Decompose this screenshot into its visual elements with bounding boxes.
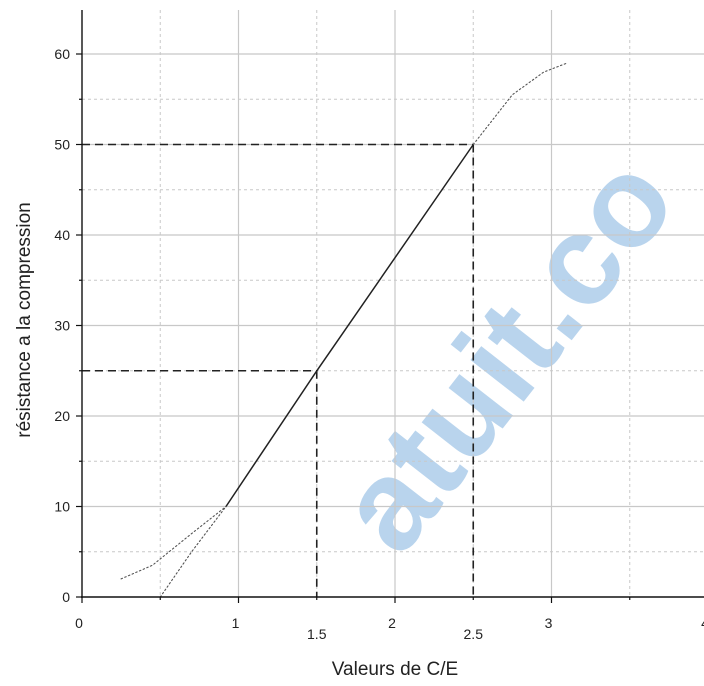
x-tick-label-reference: 2.5	[464, 626, 484, 642]
y-tick-label: 30	[54, 318, 70, 334]
x-tick-label: 4	[701, 615, 704, 631]
axes	[76, 10, 704, 603]
x-tick-label: 0	[75, 615, 83, 631]
series-line-3	[120, 505, 227, 580]
x-axis-title: Valeurs de C/E	[332, 659, 458, 680]
y-axis-title: résistance a la compression	[14, 202, 35, 438]
y-tick-label: 0	[62, 589, 70, 605]
series-line-4	[472, 62, 568, 146]
x-tick-label: 3	[545, 615, 553, 631]
x-tick-label: 1	[232, 615, 240, 631]
series-line-2	[159, 505, 227, 598]
grid	[82, 10, 704, 597]
x-tick-label: 2	[388, 615, 396, 631]
series-group	[120, 62, 568, 598]
watermark: atuit.co	[309, 131, 702, 578]
y-tick-label: 20	[54, 408, 70, 424]
x-tick-label-reference: 1.5	[307, 626, 327, 642]
series-line-1	[225, 143, 475, 508]
y-tick-label: 40	[54, 227, 70, 243]
tick-labels: 0 10 20 30 40 50 60 0 1 2 3 4 1.5 2.5	[54, 46, 704, 642]
watermark-text: atuit.co	[309, 131, 702, 578]
y-tick-label: 60	[54, 46, 70, 62]
y-tick-label: 10	[54, 499, 70, 515]
reference-lines	[82, 143, 475, 597]
y-tick-label: 50	[54, 137, 70, 153]
